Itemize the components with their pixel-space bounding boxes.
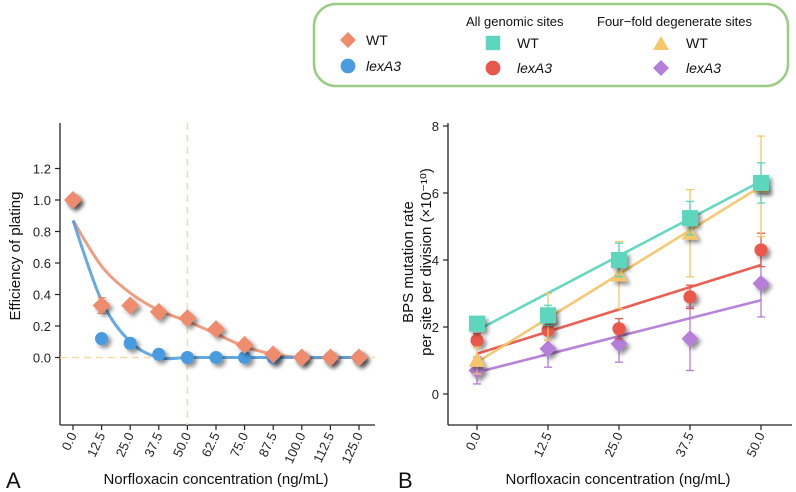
legend-label-all-lexa3: lexA3 (517, 60, 552, 76)
data-point-lexa3 (123, 336, 137, 350)
x-tick-label: 100.0 (281, 430, 308, 466)
x-tick-label: 37.5 (141, 430, 165, 459)
legend-marker-all-lexa3 (485, 60, 501, 76)
data-point (539, 340, 557, 358)
legend-marker-ff-wt (653, 36, 669, 50)
x-tick-label: 25.0 (113, 430, 137, 459)
legend-marker-ff-lexa3 (653, 60, 669, 76)
data-point (469, 315, 485, 332)
y-tick-label: 6 (432, 186, 439, 201)
x-tick-label: 25.0 (601, 430, 625, 459)
panel-a-xlabel: Norfloxacin concentration (ng/mL) (103, 471, 328, 488)
data-point (752, 274, 770, 292)
panel-b-chart: BPS mutation rate per site per division … (398, 119, 792, 492)
y-tick-label: 0.6 (33, 256, 51, 271)
data-point-lexa3 (238, 350, 252, 365)
x-tick-label: 0.0 (58, 430, 79, 453)
panel-a-chart: Efficiency of plating Norfloxacin concen… (6, 123, 375, 492)
data-point-wt (207, 320, 225, 339)
legend-label-ff-wt: WT (686, 35, 708, 51)
data-point-wt (149, 302, 168, 321)
data-point (681, 330, 699, 348)
data-point-lexa3 (152, 347, 166, 361)
y-tick-label: 0.4 (33, 288, 51, 303)
data-point-lexa3 (180, 350, 194, 365)
y-tick-label: 1.0 (33, 193, 51, 208)
legend-group1-title: All genomic sites (466, 14, 564, 29)
data-point-wt (178, 309, 197, 328)
x-tick-label: 12.5 (530, 430, 554, 459)
panel-b-ylabel-line1: BPS mutation rate (400, 201, 417, 323)
y-tick-label: 2 (432, 320, 439, 335)
data-point (611, 252, 627, 268)
x-tick-label: 12.5 (84, 430, 108, 459)
data-point-lexa3 (209, 350, 223, 365)
legend-group2-title: Four−fold degenerate sites (597, 14, 753, 29)
x-tick-label: 50.0 (170, 430, 194, 459)
y-tick-label: 0.2 (33, 319, 51, 334)
panel-b-xlabel: Norfloxacin concentration (ng/mL) (505, 471, 730, 488)
x-tick-label: 0.0 (462, 430, 483, 453)
y-tick-label: 4 (432, 253, 439, 268)
data-point (754, 243, 768, 257)
data-point (610, 335, 628, 353)
legend-label-ff-lexa3: lexA3 (686, 60, 721, 76)
panel-b-ylabel-line2: per site per division (×10⁻¹⁰) (418, 168, 435, 356)
legend-marker-a-wt (340, 32, 356, 48)
data-point (753, 174, 769, 191)
x-tick-label: 75.0 (227, 430, 251, 459)
data-point-lexa3 (95, 332, 109, 346)
y-tick-label: 0 (432, 387, 439, 402)
data-point (470, 333, 484, 347)
fit-line (476, 263, 762, 356)
x-tick-label: 62.5 (198, 430, 222, 459)
legend-marker-all-wt (485, 35, 501, 51)
y-tick-label: 0.0 (33, 351, 51, 366)
data-point-wt (235, 335, 254, 354)
legend-marker-a-lexa3 (340, 58, 356, 74)
legend-label-all-wt: WT (517, 35, 539, 51)
data-point-wt (264, 345, 283, 364)
legend: WT lexA3 All genomic sites WT lexA3 Four… (312, 2, 790, 88)
x-tick-label: 87.5 (256, 430, 280, 459)
panel-a-ylabel: Efficiency of plating (7, 192, 24, 321)
panel-b-label: B (398, 468, 413, 492)
y-tick-label: 8 (432, 119, 439, 134)
data-point-wt (121, 296, 140, 315)
panel-a-label: A (6, 468, 21, 492)
data-point (683, 290, 697, 304)
legend-panel-a: WT lexA3 (366, 32, 401, 74)
y-tick-label: 1.2 (33, 162, 51, 177)
data-point (612, 322, 626, 336)
data-point-wt (64, 191, 82, 209)
x-tick-label: 37.5 (672, 430, 696, 459)
legend-label-a-wt: WT (366, 32, 388, 48)
legend-frame (312, 2, 790, 88)
data-point (468, 352, 486, 367)
legend-markers (340, 32, 669, 76)
x-tick-label: 125.0 (338, 430, 365, 466)
data-point-wt (292, 348, 311, 367)
y-tick-label: 0.8 (33, 225, 51, 240)
data-point-wt (92, 296, 111, 315)
legend-label-a-lexa3: lexA3 (366, 58, 401, 74)
data-point (682, 210, 698, 227)
data-point (540, 307, 556, 324)
data-point-wt (350, 348, 368, 367)
x-tick-label: 50.0 (743, 430, 767, 459)
x-tick-label: 112.5 (310, 430, 337, 465)
data-point-wt (321, 348, 340, 367)
